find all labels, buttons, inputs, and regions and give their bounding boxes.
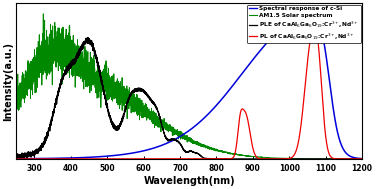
X-axis label: Wavelength(nm): Wavelength(nm) [143, 176, 235, 186]
Legend: Spectral response of c-Si, AM1.5 Solar spectrum, PLE of CaAl$_6$Ga$_6$O$_{19}$:C: Spectral response of c-Si, AM1.5 Solar s… [247, 5, 361, 43]
Y-axis label: Intensity(a.u.): Intensity(a.u.) [3, 42, 14, 121]
